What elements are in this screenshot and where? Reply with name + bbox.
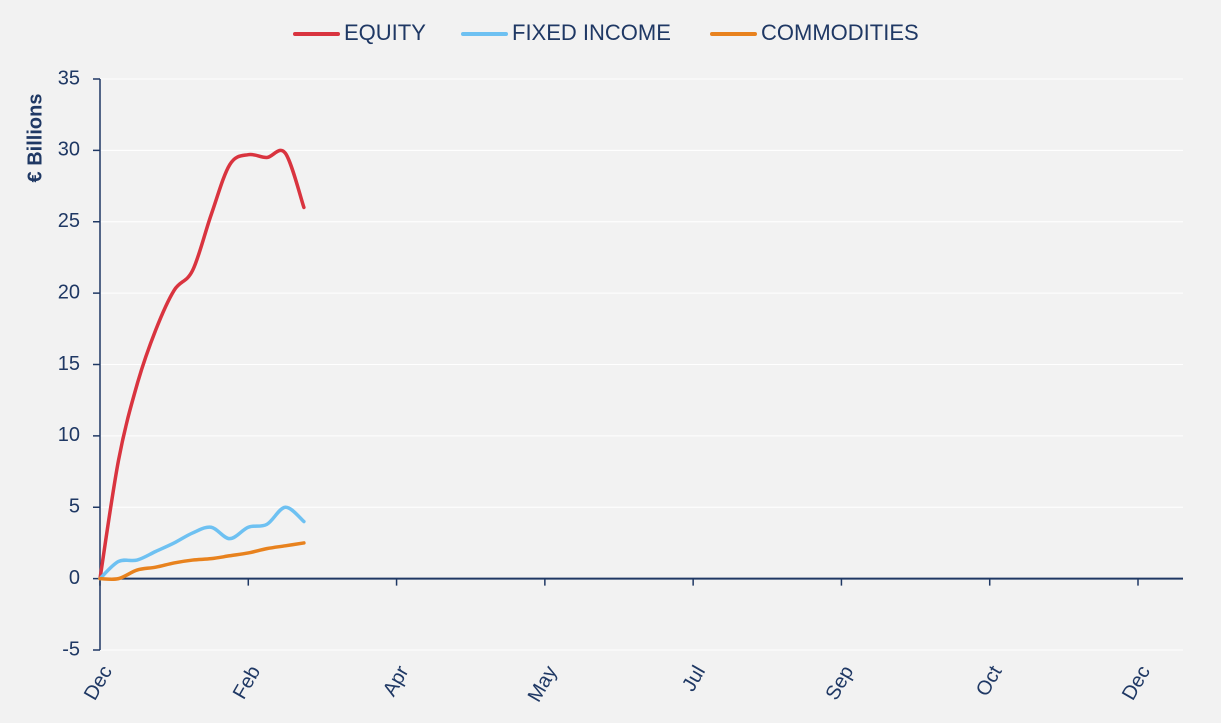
y-tick-label: 30 bbox=[58, 139, 80, 161]
y-tick-label: 5 bbox=[69, 496, 80, 518]
y-tick-label: 20 bbox=[58, 281, 80, 303]
legend-label: FIXED INCOME bbox=[512, 20, 671, 45]
series-line bbox=[98, 505, 306, 581]
y-tick-label: 35 bbox=[58, 67, 80, 89]
y-axis-label: € Billions bbox=[24, 94, 46, 183]
y-tick-label: 15 bbox=[58, 353, 80, 375]
y-tick-label: -5 bbox=[62, 638, 80, 660]
y-tick-label: 10 bbox=[58, 424, 80, 446]
series-line bbox=[98, 541, 306, 582]
y-tick-label: 0 bbox=[69, 567, 80, 589]
series-line bbox=[98, 148, 306, 581]
legend-label: COMMODITIES bbox=[761, 20, 919, 45]
legend-label: EQUITY bbox=[344, 20, 426, 45]
y-tick-label: 25 bbox=[58, 210, 80, 232]
